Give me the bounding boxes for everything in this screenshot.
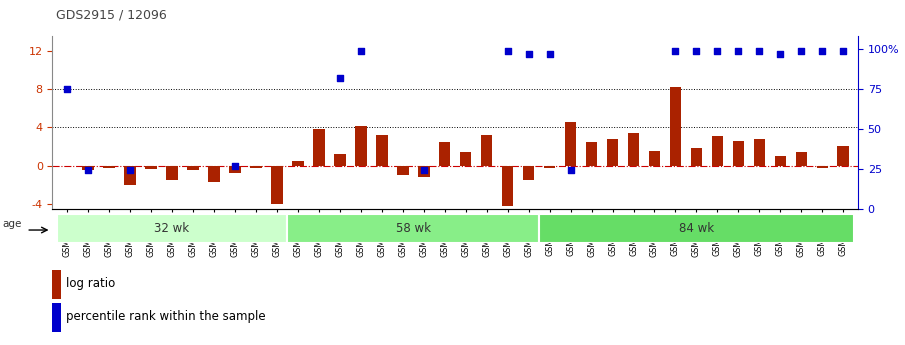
Bar <box>502 166 513 206</box>
Bar <box>481 135 492 166</box>
Point <box>354 48 368 53</box>
Bar <box>544 166 556 168</box>
Bar <box>313 129 325 166</box>
Bar <box>52 303 62 332</box>
Bar <box>733 141 744 166</box>
Bar <box>628 133 639 166</box>
Point <box>752 48 767 53</box>
Point <box>815 48 830 53</box>
Bar <box>539 214 853 243</box>
Bar <box>82 166 94 170</box>
Bar <box>606 139 618 166</box>
Text: percentile rank within the sample: percentile rank within the sample <box>65 310 265 323</box>
Point <box>228 163 243 168</box>
Text: GDS2915 / 12096: GDS2915 / 12096 <box>56 9 167 22</box>
Point <box>836 48 851 53</box>
Bar <box>754 139 765 166</box>
Point <box>60 86 74 92</box>
Bar <box>187 166 199 170</box>
Bar <box>565 122 576 166</box>
Bar <box>649 151 661 166</box>
Bar <box>124 166 136 185</box>
Point <box>81 167 95 173</box>
Point <box>542 51 557 57</box>
Point <box>521 51 536 57</box>
Bar <box>837 146 849 166</box>
Point <box>690 48 704 53</box>
Bar <box>523 166 534 180</box>
Bar <box>103 166 115 168</box>
Point <box>668 48 682 53</box>
Bar <box>57 214 288 243</box>
Point <box>710 48 725 53</box>
Bar <box>229 166 241 173</box>
Point <box>773 51 787 57</box>
Bar <box>775 156 786 166</box>
Bar <box>355 126 367 166</box>
Bar <box>418 166 430 177</box>
Text: 32 wk: 32 wk <box>155 222 190 235</box>
Point <box>333 76 348 81</box>
Bar <box>288 214 539 243</box>
Bar <box>334 154 346 166</box>
Bar <box>272 166 282 204</box>
Bar <box>250 166 262 168</box>
Bar <box>439 142 451 166</box>
Bar <box>167 166 177 180</box>
Bar <box>795 152 807 166</box>
Bar <box>146 166 157 169</box>
Bar <box>691 148 702 166</box>
Point <box>794 48 808 53</box>
Point <box>731 48 746 53</box>
Bar <box>460 152 472 166</box>
Bar <box>208 166 220 182</box>
Point <box>563 167 577 173</box>
Point <box>123 167 138 173</box>
Bar <box>397 166 408 175</box>
Point <box>500 48 515 53</box>
Bar <box>52 270 62 299</box>
Bar <box>670 87 681 166</box>
Bar <box>816 166 828 168</box>
Bar <box>376 135 387 166</box>
Bar <box>292 161 304 166</box>
Text: 84 wk: 84 wk <box>679 222 714 235</box>
Bar <box>711 136 723 166</box>
Text: 58 wk: 58 wk <box>395 222 431 235</box>
Text: age: age <box>3 219 22 229</box>
Text: log ratio: log ratio <box>65 277 115 290</box>
Point <box>416 167 431 173</box>
Bar <box>586 142 597 166</box>
